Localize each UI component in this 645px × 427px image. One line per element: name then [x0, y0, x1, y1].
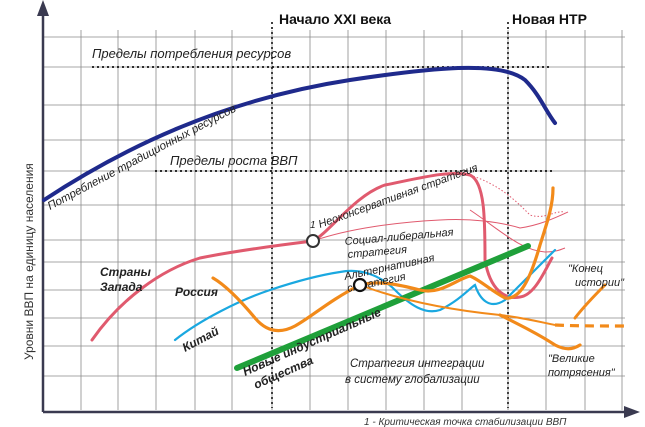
west-curve — [90, 171, 554, 342]
neocons-dotted-branch — [469, 174, 566, 217]
y-axis-arrow — [37, 0, 49, 16]
gdp-limit-label: Пределы роста ВВП — [170, 153, 298, 168]
integration-label-1: Стратегия интеграции — [350, 358, 485, 370]
great-upheavals-branch — [498, 313, 582, 351]
critical-point-number: 1 — [310, 220, 316, 231]
russia-branch-point — [352, 277, 368, 293]
great-upheavals-label-2: потрясения" — [548, 367, 616, 379]
russia-upper-tail — [573, 283, 607, 320]
traditional-resources-curve — [42, 65, 557, 202]
great-upheavals-label-1: "Великие — [548, 353, 595, 365]
west-label-2: Запада — [100, 280, 143, 294]
russia-dashed-continuation — [554, 323, 631, 328]
russia-curve — [211, 186, 555, 333]
century-label: Начало XXI века — [279, 11, 391, 27]
end-of-history-label-1: "Конец — [568, 263, 603, 275]
soclib-label-2: стратегия — [347, 244, 407, 261]
china-curve — [173, 248, 557, 342]
y-axis-label: Уровни ВВП на единицу населения — [22, 163, 36, 360]
footnote: 1 - Критическая точка стабилизации ВВП — [364, 416, 567, 427]
resources-limit-label: Пределы потребления ресурсов — [92, 46, 291, 61]
russia-label: Россия — [175, 285, 218, 299]
x-axis-arrow — [624, 406, 640, 418]
ntr-label: Новая НТР — [512, 11, 587, 27]
social-liberal-branch — [312, 211, 569, 242]
end-of-history-branch — [469, 209, 566, 253]
end-of-history-label-2: истории" — [575, 277, 625, 289]
critical-point — [306, 234, 320, 248]
nis-line — [234, 243, 531, 371]
russia-lower-branch — [359, 284, 556, 326]
west-label-1: Страны — [100, 265, 152, 279]
axes — [37, 0, 640, 418]
integration-label-2: в систему глобализации — [345, 374, 480, 386]
